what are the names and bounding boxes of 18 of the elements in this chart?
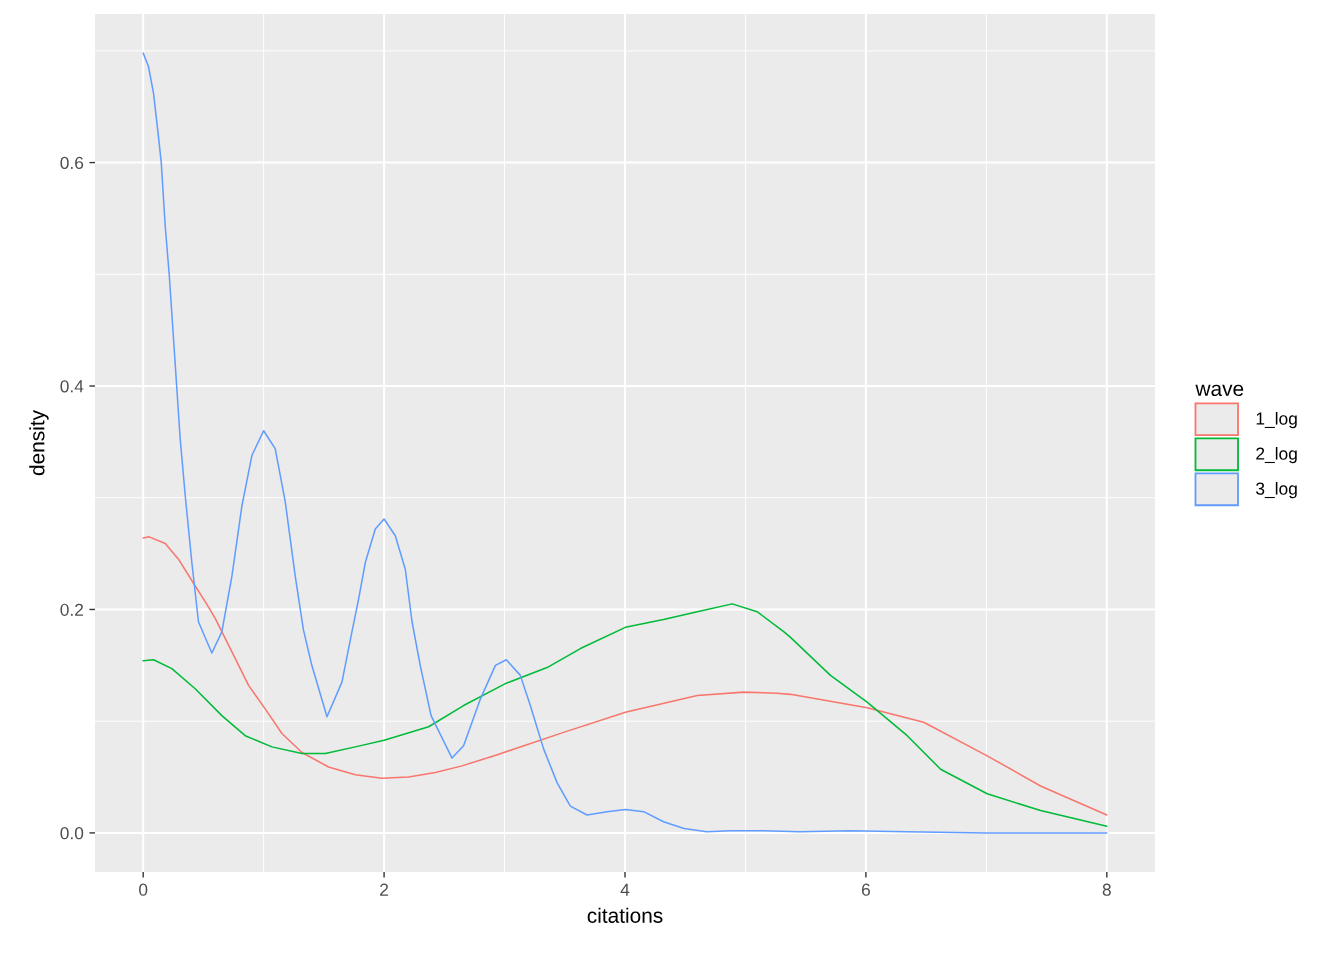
legend-title: wave [1195, 384, 1244, 397]
legend-label: 2_log [1256, 447, 1297, 464]
y-tick-label: 0.6 [60, 156, 84, 170]
x-tick-label: 8 [1102, 883, 1111, 896]
x-tick-label: 4 [620, 883, 630, 896]
x-tick-label: 0 [139, 883, 148, 896]
y-tick-label: 0.0 [60, 827, 84, 840]
line-series [142, 536, 1108, 816]
y-tick-label: 0.4 [60, 380, 84, 393]
x-tick-label: 2 [380, 883, 389, 896]
y-axis-title: density [29, 410, 49, 476]
line-series [142, 52, 1108, 834]
y-tick-label: 0.2 [60, 603, 84, 616]
legend-label: 3_log [1256, 482, 1297, 499]
x-axis-title: citations [587, 907, 663, 923]
line-series [142, 603, 1108, 827]
legend-label: 1_log [1256, 411, 1297, 429]
x-tick-label: 6 [861, 883, 870, 896]
